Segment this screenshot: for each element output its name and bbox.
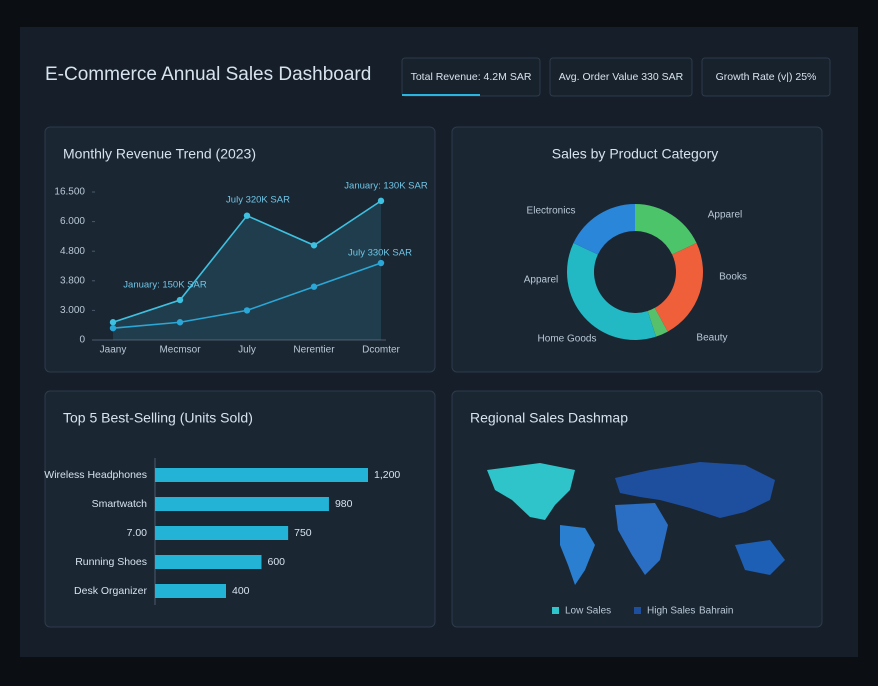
- point: [377, 197, 385, 205]
- map-region: [487, 463, 575, 520]
- map-region: [560, 525, 595, 585]
- pie-slice: [573, 204, 635, 255]
- y-tick-label: 0: [79, 335, 85, 346]
- point: [243, 307, 251, 314]
- world-map: [487, 462, 785, 585]
- panel-title: Monthly Revenue Trend (2023): [63, 146, 256, 162]
- y-tick-label: 4.800: [60, 246, 85, 257]
- point: [109, 319, 117, 326]
- slice-label: Apparel: [524, 275, 558, 286]
- point: [243, 212, 251, 219]
- map-region: [615, 503, 668, 575]
- slice-label: Home Goods: [538, 334, 597, 345]
- pie-slice: [654, 243, 704, 332]
- map-region: [615, 462, 775, 518]
- area: [113, 200, 381, 340]
- annotation: January: 150K SAR: [123, 280, 207, 291]
- x-tick-label: Jaany: [100, 345, 127, 356]
- pie-slice: [647, 307, 668, 337]
- value-label: 980: [335, 498, 353, 510]
- category-label: 7.00: [127, 527, 148, 539]
- value-label: 750: [294, 527, 312, 539]
- map-region: [735, 540, 785, 575]
- y-tick-label: 6.000: [60, 216, 85, 227]
- category-label: Desk Organizer: [74, 585, 147, 597]
- bar: [155, 497, 329, 511]
- point: [109, 324, 117, 332]
- point: [310, 283, 318, 290]
- legend-swatch: [552, 607, 559, 614]
- value-label: 1,200: [374, 469, 400, 481]
- legend-label: High Sales: [647, 606, 695, 617]
- slice-label: Beauty: [696, 333, 727, 344]
- panel-title: Sales by Product Category: [552, 146, 719, 162]
- y-tick-label: 16.500: [54, 187, 85, 198]
- kpi-card: [701, 57, 831, 97]
- point: [310, 242, 318, 249]
- legend-label: Low Sales: [565, 606, 611, 617]
- bar: [155, 526, 289, 540]
- slice-label: Electronics: [527, 206, 576, 217]
- annotation: July 320K SAR: [226, 195, 290, 206]
- slice-label: Apparel: [708, 210, 742, 221]
- kpi-text: Growth Rate (v|) 25%: [716, 71, 817, 83]
- kpi-text: Avg. Order Value 330 SAR: [559, 71, 684, 83]
- annotation: Bahrain: [699, 606, 733, 617]
- x-tick-label: July: [238, 345, 256, 356]
- value-label: 400: [232, 585, 250, 597]
- annotation: January: 130K SAR: [344, 181, 428, 192]
- point: [377, 259, 385, 267]
- pie-slice: [635, 203, 697, 255]
- category-label: Wireless Headphones: [44, 469, 147, 481]
- category-label: Smartwatch: [92, 498, 148, 510]
- panel: [44, 126, 436, 373]
- y-tick-label: 3.000: [60, 305, 85, 316]
- bar: [155, 584, 226, 598]
- kpi-text: Total Revenue: 4.2M SAR: [411, 71, 532, 83]
- slice-label: Books: [719, 272, 747, 283]
- y-tick-label: 3.800: [60, 275, 85, 286]
- pie-slice: [567, 243, 657, 341]
- kpi-card: [549, 57, 693, 97]
- panel-title: Top 5 Best-Selling (Units Sold): [63, 410, 253, 426]
- annotation: July 330K SAR: [348, 248, 412, 259]
- bar: [155, 555, 262, 569]
- legend-swatch: [634, 607, 641, 614]
- dashboard-title: E-Commerce Annual Sales Dashboard: [45, 64, 371, 85]
- panel-title: Regional Sales Dashmap: [470, 410, 628, 426]
- bar: [155, 468, 368, 482]
- x-tick-label: Nerentier: [293, 345, 335, 356]
- point: [176, 319, 184, 326]
- category-label: Running Shoes: [75, 556, 147, 568]
- panel: [451, 126, 823, 373]
- point: [176, 296, 184, 304]
- value-label: 600: [268, 556, 286, 568]
- x-tick-label: Mecmsor: [159, 345, 201, 356]
- x-tick-label: Dcomter: [362, 345, 400, 356]
